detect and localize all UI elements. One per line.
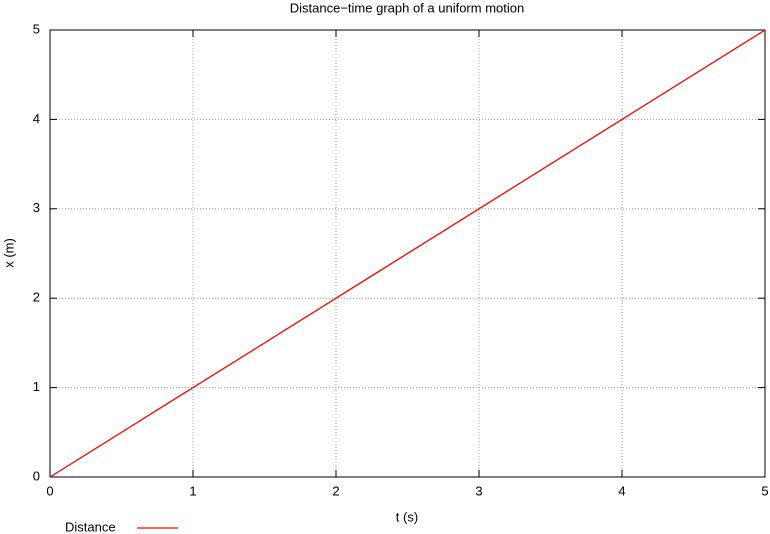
y-tick-label: 0 [33, 468, 40, 483]
x-tick-label: 5 [761, 483, 768, 498]
y-axis-label: x (m) [1, 238, 16, 268]
plot-frame [49, 29, 766, 478]
x-tick-label: 2 [332, 483, 339, 498]
x-tick-label: 0 [46, 483, 53, 498]
data-line [49, 29, 766, 478]
y-tick-label: 2 [33, 290, 40, 305]
y-tick-label: 4 [33, 111, 40, 126]
x-tick-label: 3 [475, 483, 482, 498]
y-tick-label: 1 [33, 379, 40, 394]
chart-title: Distance−time graph of a uniform motion [290, 0, 524, 15]
y-tick-label: 5 [33, 21, 40, 36]
x-tick-label: 1 [189, 483, 196, 498]
legend-label: Distance [65, 519, 116, 534]
x-axis-label: t (s) [396, 509, 418, 524]
y-tick-label: 3 [33, 200, 40, 215]
x-tick-label: 4 [618, 483, 625, 498]
